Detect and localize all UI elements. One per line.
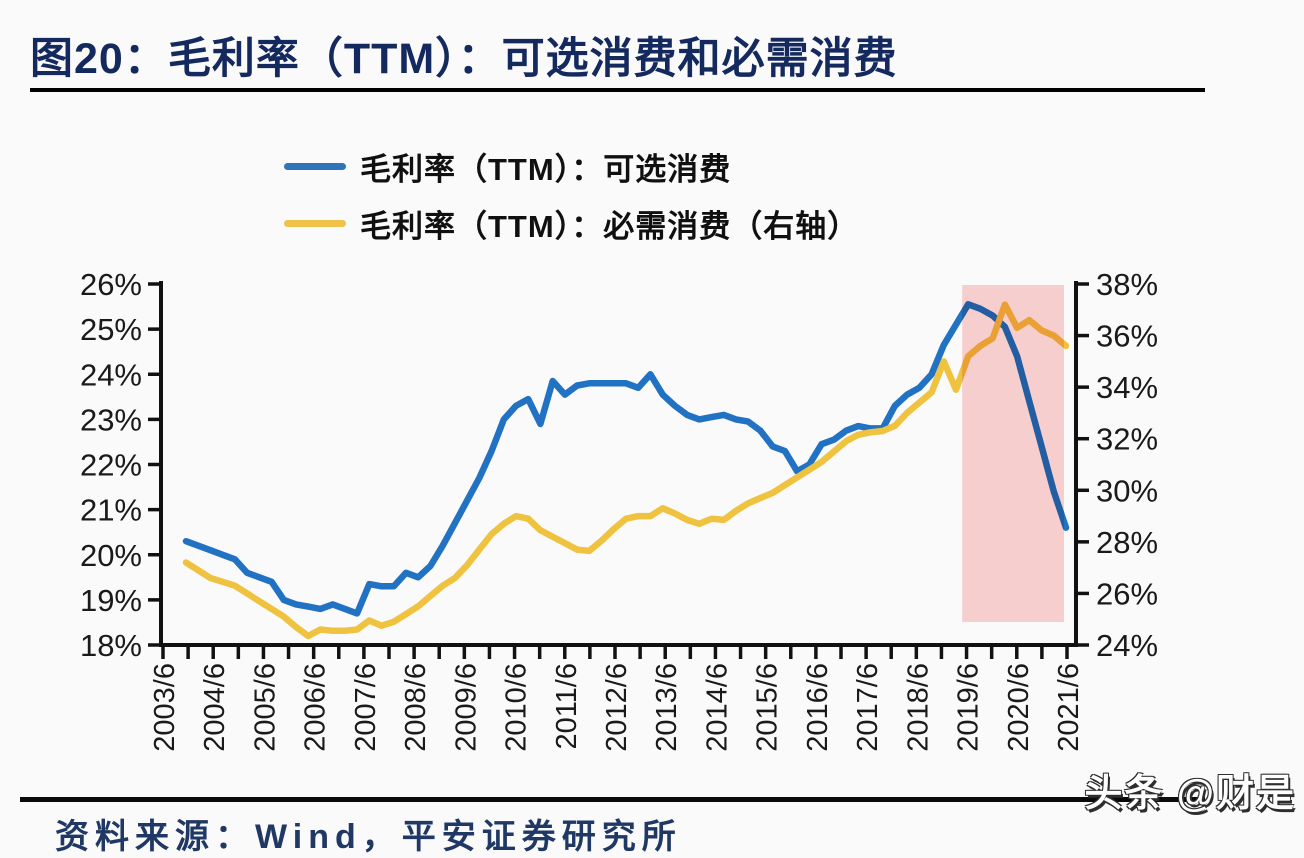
legend: 毛利率（TTM）：可选消费 毛利率（TTM）：必需消费（右轴） <box>284 138 859 252</box>
y-axis-left-label: 25% <box>80 312 142 347</box>
y-axis-left-label: 21% <box>80 493 142 528</box>
y-axis-left-label: 20% <box>80 538 142 573</box>
x-axis-label: 2009/6 <box>450 663 482 752</box>
chart-title: 图20：毛利率（TTM）：可选消费和必需消费 <box>30 35 898 83</box>
x-axis-label: 2005/6 <box>249 663 281 752</box>
legend-item-staples: 毛利率（TTM）：必需消费（右轴） <box>284 195 859 252</box>
bottom-rule <box>20 797 1205 802</box>
x-axis-label: 2013/6 <box>651 663 683 752</box>
page: { "page": { "title": "图20：毛利率（TTM）：可选消费和… <box>20 35 1296 856</box>
source-note-cutoff: 资料来源：Wind，平安证券研究所 <box>55 818 682 856</box>
y-axis-right-label: 36% <box>1096 319 1158 354</box>
y-axis-right-label: 32% <box>1096 422 1158 457</box>
x-axis-label: 2021/6 <box>1053 663 1085 752</box>
x-axis-label: 2004/6 <box>199 663 231 752</box>
y-axis-right-label: 26% <box>1096 576 1158 611</box>
series-line-discretionary <box>182 301 1070 617</box>
title-underline <box>30 88 1205 92</box>
y-axis-left-label: 19% <box>80 583 142 618</box>
x-axis-label: 2012/6 <box>601 663 633 752</box>
x-axis-label: 2006/6 <box>300 663 332 752</box>
line-chart: 26% 25% 24% 23% 22% 21% 20% 19% 18% 38% 36% 34% 32% 3… <box>80 267 1158 752</box>
y-axis-left-label: 23% <box>80 402 142 437</box>
y-axis-left-label: 26% <box>80 267 142 302</box>
x-axis-label: 2015/6 <box>752 663 784 752</box>
y-axis-left-label: 24% <box>80 357 142 392</box>
x-axis-label: 2020/6 <box>1003 663 1035 752</box>
y-axis-right-label: 30% <box>1096 473 1158 508</box>
watermark: 头条 @财是 <box>1084 773 1296 815</box>
highlight-region <box>962 285 1064 622</box>
x-axis-label: 2014/6 <box>701 663 733 752</box>
y-axis-right-label: 38% <box>1096 267 1158 302</box>
y-axis-left-label: 22% <box>80 448 142 483</box>
legend-item-discretionary: 毛利率（TTM）：可选消费 <box>284 138 859 195</box>
x-axis-label: 2008/6 <box>400 663 432 752</box>
legend-swatch-yellow-line <box>284 220 346 227</box>
y-axis-right-label: 28% <box>1096 525 1158 560</box>
y-axis-left-label: 18% <box>80 628 142 663</box>
x-axis-label: 2017/6 <box>852 663 884 752</box>
x-axis-label: 2018/6 <box>902 663 934 752</box>
legend-swatch-blue-line <box>284 163 346 170</box>
x-axis-label: 2016/6 <box>802 663 834 752</box>
legend-label: 毛利率（TTM）：可选消费 <box>360 152 732 187</box>
x-axis-label: 2011/6 <box>551 663 583 750</box>
x-axis-label: 2007/6 <box>350 663 382 752</box>
x-axis-label: 2010/6 <box>501 663 533 752</box>
x-axis-label: 2019/6 <box>953 663 985 752</box>
y-axis-right-label: 34% <box>1096 370 1158 405</box>
x-axis-label: 2003/6 <box>149 663 181 752</box>
y-axis-right-label: 24% <box>1096 628 1158 663</box>
legend-label: 毛利率（TTM）：必需消费（右轴） <box>360 209 860 244</box>
series-line-staples <box>182 301 1070 640</box>
